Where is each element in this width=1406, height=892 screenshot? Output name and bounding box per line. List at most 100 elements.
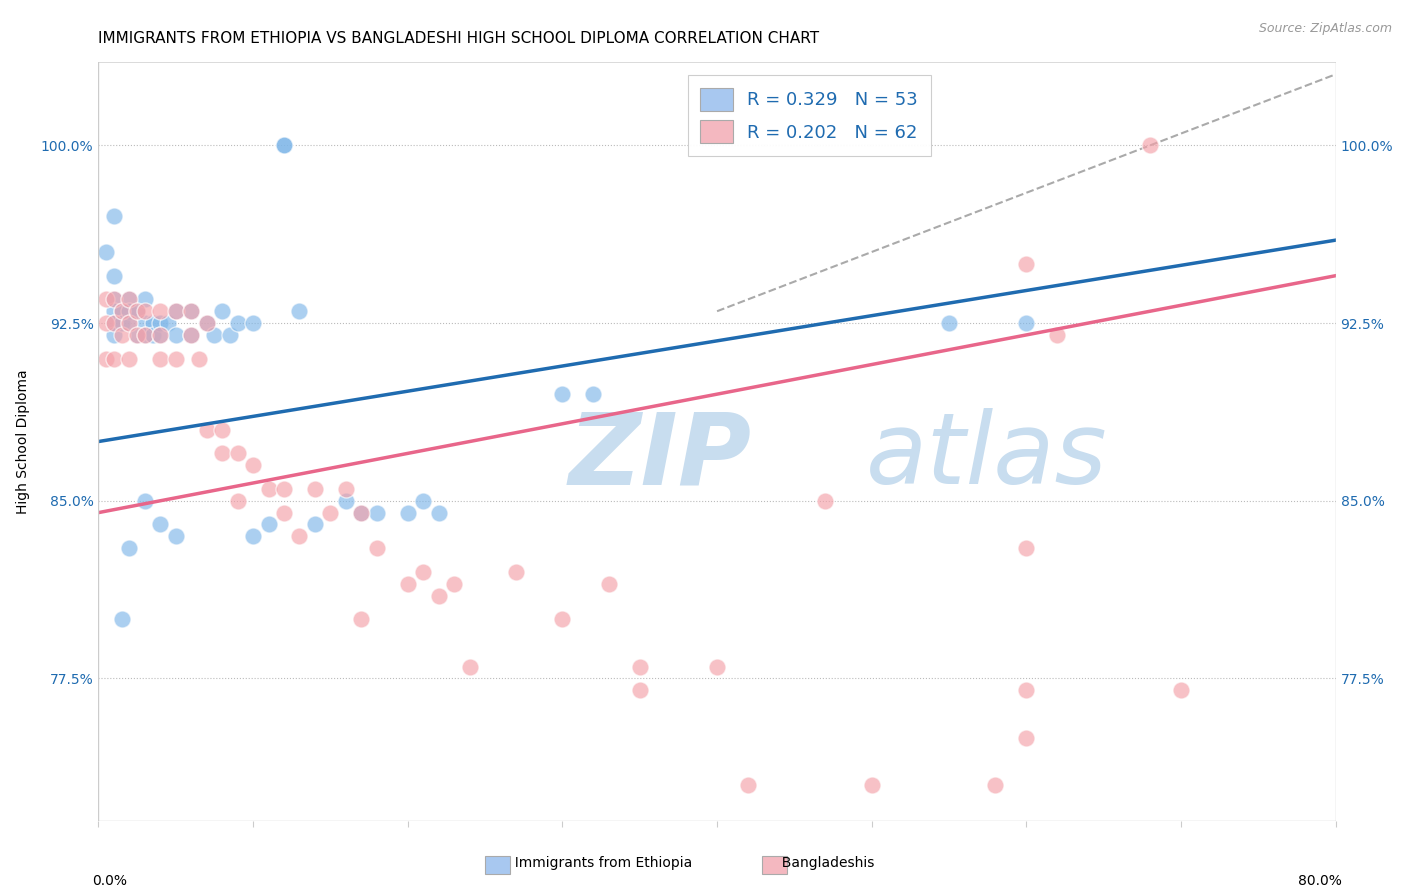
Point [551, 387, 574, 401]
Point [103, 327, 125, 342]
Point [103, 316, 125, 330]
Point [443, 576, 465, 591]
Point [96, 293, 118, 307]
Point [134, 316, 156, 330]
Point [134, 327, 156, 342]
Point [319, 506, 342, 520]
Point [165, 327, 187, 342]
Point [219, 327, 242, 342]
Point [165, 351, 187, 366]
Point [1139, 138, 1161, 153]
Point [118, 541, 141, 556]
Point [628, 683, 651, 698]
Legend: R = 0.329   N = 53, R = 0.202   N = 62: R = 0.329 N = 53, R = 0.202 N = 62 [688, 75, 931, 156]
Point [335, 482, 357, 496]
Point [814, 493, 837, 508]
Point [127, 327, 149, 342]
Text: atlas: atlas [866, 409, 1107, 505]
Point [180, 304, 202, 318]
Point [195, 316, 218, 330]
Point [304, 482, 326, 496]
Point [304, 517, 326, 532]
Text: ZIP: ZIP [568, 409, 752, 505]
Point [706, 659, 728, 673]
Point [195, 423, 218, 437]
Point [288, 304, 311, 318]
Text: Source: ZipAtlas.com: Source: ZipAtlas.com [1258, 22, 1392, 36]
Point [165, 529, 187, 543]
Point [180, 327, 202, 342]
Point [195, 316, 218, 330]
Point [149, 304, 172, 318]
Point [149, 327, 172, 342]
Point [103, 304, 125, 318]
Point [111, 304, 132, 318]
Point [242, 529, 264, 543]
Point [458, 659, 481, 673]
Point [141, 316, 165, 330]
Point [134, 327, 156, 342]
Point [211, 304, 233, 318]
Point [165, 304, 187, 318]
Point [149, 517, 172, 532]
Point [103, 316, 125, 330]
Point [335, 493, 357, 508]
Point [211, 423, 233, 437]
Point [396, 576, 419, 591]
Point [427, 506, 450, 520]
Point [180, 304, 202, 318]
Point [273, 138, 295, 153]
Point [96, 316, 118, 330]
Text: Bangladeshis: Bangladeshis [773, 856, 875, 871]
Point [111, 316, 132, 330]
Point [628, 659, 651, 673]
Point [118, 351, 141, 366]
Text: 80.0%: 80.0% [1298, 874, 1341, 888]
Point [157, 316, 180, 330]
Point [551, 612, 574, 626]
Point [127, 304, 149, 318]
Point [412, 493, 434, 508]
Point [226, 493, 249, 508]
Point [127, 304, 149, 318]
Point [141, 327, 165, 342]
Point [103, 293, 125, 307]
Point [257, 482, 280, 496]
Point [149, 327, 172, 342]
Point [242, 458, 264, 473]
Text: 0.0%: 0.0% [93, 874, 127, 888]
Point [226, 446, 249, 460]
Point [1170, 683, 1192, 698]
Point [350, 612, 373, 626]
Point [118, 304, 141, 318]
Point [211, 446, 233, 460]
Point [350, 506, 373, 520]
Point [1015, 731, 1038, 745]
Text: Immigrants from Ethiopia: Immigrants from Ethiopia [506, 856, 692, 871]
Point [288, 529, 311, 543]
Point [96, 244, 118, 259]
Point [103, 210, 125, 224]
Point [242, 316, 264, 330]
Point [134, 293, 156, 307]
Point [134, 304, 156, 318]
Point [111, 304, 132, 318]
Point [273, 482, 295, 496]
Point [427, 589, 450, 603]
Point [582, 387, 605, 401]
Point [396, 506, 419, 520]
Point [149, 351, 172, 366]
Text: IMMIGRANTS FROM ETHIOPIA VS BANGLADESHI HIGH SCHOOL DIPLOMA CORRELATION CHART: IMMIGRANTS FROM ETHIOPIA VS BANGLADESHI … [98, 31, 820, 46]
Point [1015, 316, 1038, 330]
Point [103, 351, 125, 366]
Point [188, 351, 211, 366]
Point [103, 293, 125, 307]
Point [273, 138, 295, 153]
Point [366, 541, 388, 556]
Point [505, 565, 527, 579]
Point [412, 565, 434, 579]
Point [938, 316, 960, 330]
Point [257, 517, 280, 532]
Point [180, 327, 202, 342]
Point [149, 316, 172, 330]
